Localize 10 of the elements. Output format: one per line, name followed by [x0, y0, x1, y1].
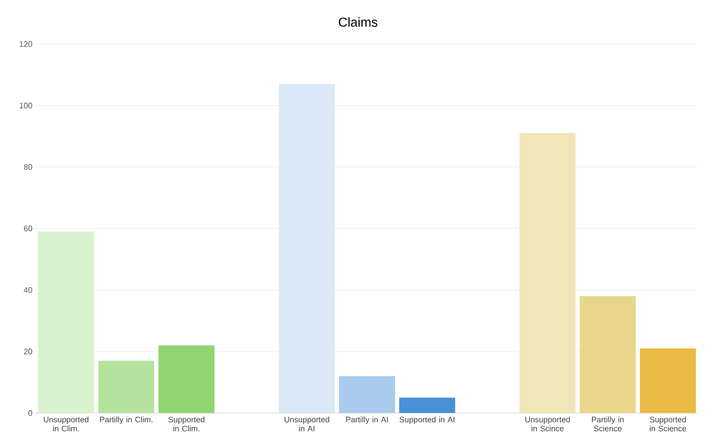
bar: [520, 133, 576, 413]
bar: [98, 360, 154, 413]
bar: [640, 348, 696, 413]
bar: [38, 232, 94, 413]
bar: [580, 296, 636, 413]
bar: [158, 345, 214, 413]
chart-title: Claims: [338, 17, 378, 27]
bar: [278, 84, 335, 413]
bar: [399, 398, 456, 413]
bar: [339, 376, 395, 413]
